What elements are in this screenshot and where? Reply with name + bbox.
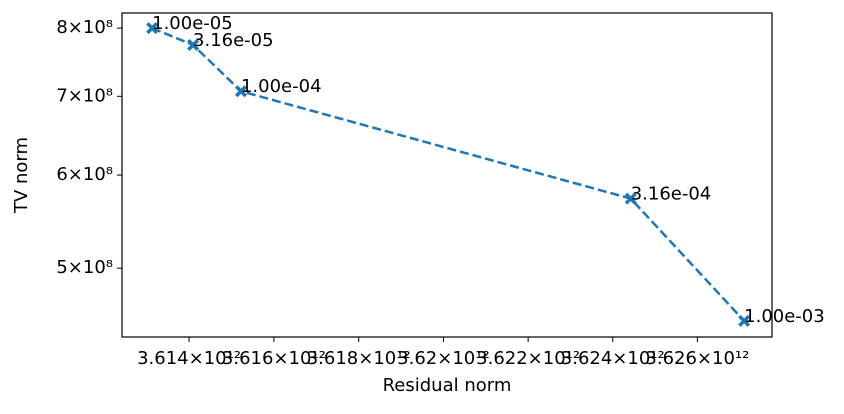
marker: [624, 192, 637, 205]
y-tick-label: 5×10⁸: [56, 257, 113, 278]
x-tick-label: 3.624×10¹²: [561, 348, 665, 369]
marker: [187, 38, 200, 51]
marker: [234, 85, 247, 98]
y-tick-label: 6×10⁸: [56, 164, 113, 185]
x-tick-label: 3.616×10¹²: [222, 348, 326, 369]
point-annotation: 1.00e-03: [744, 306, 825, 327]
y-tick-label: 7×10⁸: [56, 85, 113, 106]
point-annotation: 1.00e-05: [152, 13, 233, 34]
x-axis-label: Residual norm: [383, 375, 512, 396]
point-annotation: 1.00e-04: [241, 76, 322, 97]
y-tick-label: 8×10⁸: [56, 17, 113, 38]
marker: [146, 22, 159, 35]
x-tick-label: 3.618×10¹²: [307, 348, 411, 369]
x-tick-label: 3.626×10¹²: [645, 348, 749, 369]
point-annotation: 3.16e-05: [193, 30, 274, 51]
x-tick-label: 3.622×10¹²: [476, 348, 580, 369]
plot-frame: [121, 12, 773, 338]
y-axis-label: TV norm: [11, 137, 32, 214]
x-tick-label: 3.614×10¹²: [137, 348, 241, 369]
marker: [738, 314, 751, 327]
x-tick-label: 3.62×10¹²: [397, 348, 490, 369]
point-annotation: 3.16e-04: [631, 184, 712, 205]
